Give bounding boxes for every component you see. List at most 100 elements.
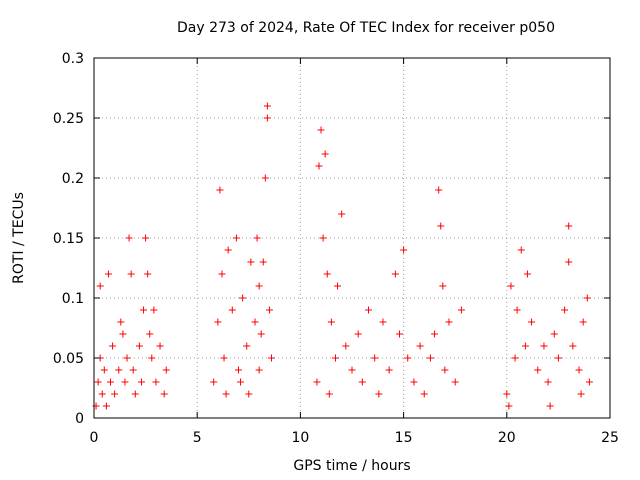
x-tick-label: 20 <box>498 430 516 446</box>
data-point <box>94 378 102 386</box>
data-point <box>338 210 346 218</box>
chart-title: Day 273 of 2024, Rate Of TEC Index for r… <box>177 20 555 36</box>
data-point <box>550 330 558 338</box>
data-point <box>505 402 513 410</box>
data-point <box>255 366 263 374</box>
data-point <box>513 306 521 314</box>
data-point <box>354 330 362 338</box>
data-point <box>156 342 164 350</box>
data-point <box>261 174 269 182</box>
data-point <box>140 306 148 314</box>
data-point <box>445 318 453 326</box>
data-point <box>540 342 548 350</box>
data-point <box>348 366 356 374</box>
data-point <box>129 366 137 374</box>
data-point <box>503 390 511 398</box>
data-point <box>313 378 321 386</box>
data-point <box>107 378 115 386</box>
data-point <box>239 294 247 302</box>
data-point <box>111 390 119 398</box>
data-point <box>507 282 515 290</box>
data-point <box>395 330 403 338</box>
y-tick-label: 0.1 <box>62 291 84 307</box>
x-tick-label: 0 <box>90 430 99 446</box>
axis-ticks <box>93 57 611 419</box>
data-point <box>247 258 255 266</box>
data-point <box>579 318 587 326</box>
data-point <box>575 366 583 374</box>
data-point <box>410 378 418 386</box>
data-point <box>137 378 145 386</box>
data-point <box>391 270 399 278</box>
data-point <box>365 306 373 314</box>
data-point <box>420 390 428 398</box>
data-point <box>439 282 447 290</box>
data-point <box>319 234 327 242</box>
data-point <box>577 390 585 398</box>
data-point <box>554 354 562 362</box>
data-point <box>131 390 139 398</box>
y-tick-label: 0 <box>75 411 84 427</box>
data-point <box>331 354 339 362</box>
data-point <box>152 378 160 386</box>
data-point <box>323 270 331 278</box>
data-point <box>104 270 112 278</box>
data-point <box>457 306 465 314</box>
data-point <box>334 282 342 290</box>
tick-labels: 0 5 10 15 20 25 0 0.05 0.1 0.15 0.2 0.25 0.3 <box>53 51 619 446</box>
data-point <box>561 306 569 314</box>
data-point <box>544 378 552 386</box>
data-point <box>517 246 525 254</box>
data-point <box>441 366 449 374</box>
data-point <box>146 330 154 338</box>
data-point <box>243 342 251 350</box>
data-point <box>257 330 265 338</box>
y-axis-title: ROTI / TECUs <box>11 192 27 284</box>
data-point <box>321 150 329 158</box>
data-point <box>224 246 232 254</box>
data-point <box>375 390 383 398</box>
data-point <box>315 162 323 170</box>
data-point <box>451 378 459 386</box>
data-point <box>404 354 412 362</box>
data-point <box>385 366 393 374</box>
data-point <box>371 354 379 362</box>
data-point <box>109 342 117 350</box>
y-tick-label: 0.25 <box>53 111 84 127</box>
data-point <box>251 318 259 326</box>
y-tick-label: 0.15 <box>53 231 84 247</box>
data-point <box>565 222 573 230</box>
data-point <box>379 318 387 326</box>
data-point <box>148 354 156 362</box>
data-point <box>426 354 434 362</box>
data-point <box>569 342 577 350</box>
data-point <box>435 186 443 194</box>
data-point <box>144 270 152 278</box>
data-point <box>342 342 350 350</box>
data-point <box>142 234 150 242</box>
data-point <box>534 366 542 374</box>
data-point <box>218 270 226 278</box>
data-point <box>523 270 531 278</box>
data-point <box>521 342 529 350</box>
data-point <box>268 354 276 362</box>
data-point <box>263 114 271 122</box>
data-point <box>214 318 222 326</box>
data-point <box>125 234 133 242</box>
x-tick-label: 5 <box>193 430 202 446</box>
data-point <box>135 342 143 350</box>
data-point <box>98 390 106 398</box>
x-axis-title: GPS time / hours <box>293 458 410 474</box>
plot-frame <box>93 57 611 419</box>
data-point <box>150 306 158 314</box>
data-point <box>102 402 110 410</box>
data-point <box>358 378 366 386</box>
data-points <box>92 102 593 410</box>
data-point <box>253 234 261 242</box>
data-point <box>400 246 408 254</box>
data-point <box>245 390 253 398</box>
data-point <box>100 366 108 374</box>
x-tick-label: 10 <box>291 430 309 446</box>
data-point <box>546 402 554 410</box>
